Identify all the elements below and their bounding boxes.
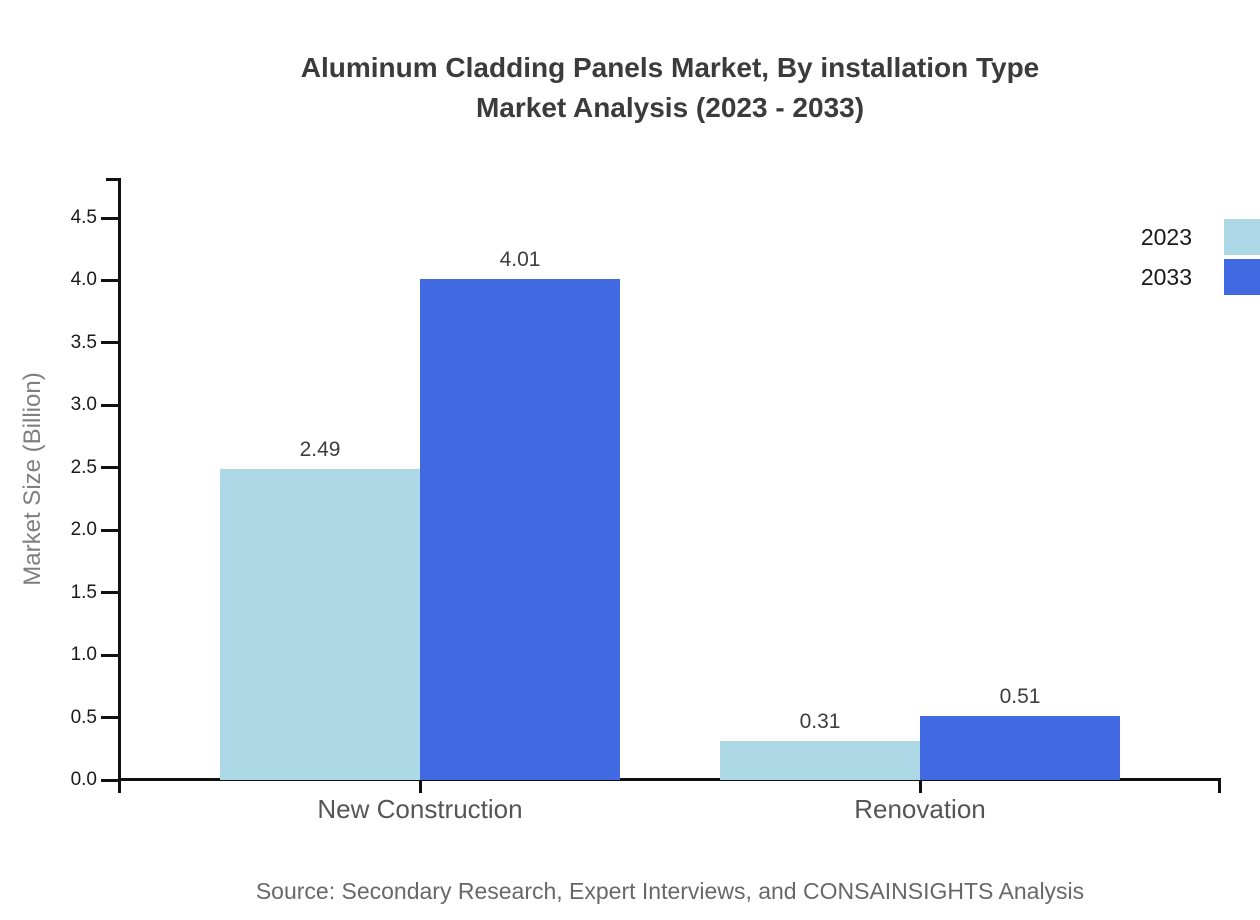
x-axis-category-label: New Construction bbox=[317, 794, 523, 824]
bar-2023-new-construction bbox=[220, 469, 420, 780]
y-axis-tick-label: 2.0 bbox=[70, 519, 97, 541]
legend-label: 2033 bbox=[1140, 264, 1192, 290]
x-axis-line bbox=[118, 778, 1221, 781]
y-axis-tick-label: 0.5 bbox=[70, 706, 97, 728]
y-axis-tick bbox=[101, 591, 118, 595]
y-axis-tick bbox=[101, 716, 118, 720]
x-axis-tick bbox=[418, 780, 422, 793]
y-axis-tick-label: 3.5 bbox=[70, 331, 97, 353]
legend-item-2033: 2033 bbox=[1141, 259, 1260, 295]
legend-color-swatch bbox=[1224, 219, 1260, 255]
x-axis-category-label: Renovation bbox=[854, 794, 986, 824]
y-axis-tick bbox=[101, 403, 118, 407]
y-axis-tick-label: 1.0 bbox=[70, 644, 97, 666]
y-axis-top-cap bbox=[106, 178, 121, 181]
chart-title: Aluminum Cladding Panels Market, By inst… bbox=[120, 48, 1220, 128]
y-axis-tick-label: 0.0 bbox=[70, 769, 97, 790]
chart-title-line2: Market Analysis (2023 - 2033) bbox=[475, 92, 865, 123]
bar-value-label: 2.49 bbox=[299, 438, 341, 462]
bar-2033-new-construction bbox=[420, 279, 620, 780]
y-axis-tick bbox=[101, 528, 118, 532]
bar-2033-renovation bbox=[920, 716, 1120, 780]
x-axis-tick bbox=[918, 780, 922, 793]
y-axis-line bbox=[118, 178, 121, 793]
y-axis-tick bbox=[101, 341, 118, 345]
chart-title-line1: Aluminum Cladding Panels Market, By inst… bbox=[300, 52, 1040, 83]
bar-2023-renovation bbox=[720, 741, 920, 780]
y-axis-tick-label: 2.5 bbox=[70, 456, 97, 478]
y-axis-tick-label: 4.5 bbox=[70, 207, 97, 228]
x-axis-end-cap bbox=[1218, 778, 1221, 793]
y-axis-tick bbox=[101, 778, 118, 782]
y-axis-tick bbox=[101, 216, 118, 220]
y-axis-tick-label: 3.0 bbox=[70, 394, 97, 416]
legend-item-2023: 2023 bbox=[1141, 219, 1260, 255]
y-axis-tick bbox=[101, 653, 118, 657]
bar-value-label: 0.51 bbox=[999, 685, 1041, 709]
bar-value-label: 0.31 bbox=[799, 710, 841, 734]
legend-color-swatch bbox=[1224, 259, 1260, 295]
legend: 2023 2033 bbox=[1141, 219, 1260, 299]
bar-value-label: 4.01 bbox=[499, 248, 541, 272]
y-axis-tick-label: 1.5 bbox=[70, 581, 97, 603]
y-axis-tick bbox=[101, 278, 118, 282]
source-attribution: Source: Secondary Research, Expert Inter… bbox=[255, 878, 1085, 904]
y-axis-tick-label: 4.0 bbox=[70, 269, 97, 291]
legend-label: 2023 bbox=[1140, 224, 1192, 250]
y-axis-tick bbox=[101, 466, 118, 470]
